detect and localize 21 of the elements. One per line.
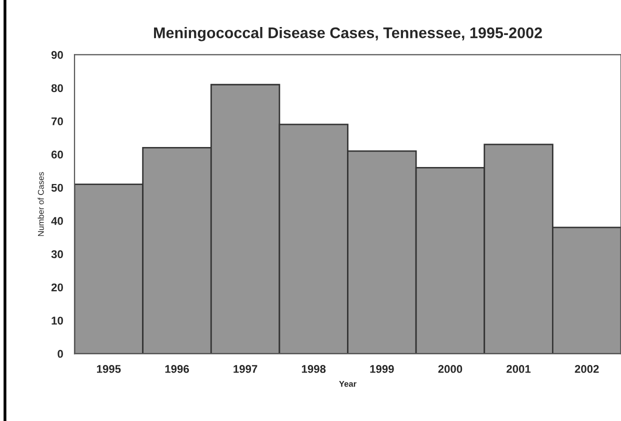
y-tick-label: 90 — [51, 50, 63, 59]
y-tick-label: 10 — [52, 316, 63, 325]
y-tick-label: 0 — [58, 350, 63, 358]
y-tick-label: 60 — [51, 150, 63, 158]
x-tick-label: 1995 — [97, 365, 121, 373]
y-tick-label: 30 — [51, 250, 63, 258]
x-axis-title: Year — [339, 380, 356, 387]
y-tick-label: 20 — [51, 283, 63, 292]
x-tick-label: 2001 — [506, 365, 531, 373]
chart-title: Meningococcal Disease Cases, Tennessee, 1995-2002 — [154, 26, 542, 42]
x-tick-label: 2002 — [574, 365, 599, 373]
x-tick-label: 1999 — [370, 365, 394, 373]
x-tick-label: 1998 — [302, 365, 326, 373]
y-tick-label: 40 — [51, 217, 63, 225]
y-tick-label: 50 — [51, 184, 63, 192]
x-tick-label: 1997 — [234, 365, 258, 373]
x-tick-label: 2000 — [438, 365, 462, 373]
y-axis-title: Number of Cases — [38, 172, 44, 236]
y-tick-label: 80 — [51, 84, 63, 92]
y-tick-label: 70 — [52, 117, 63, 126]
x-tick-label: 1996 — [165, 365, 189, 373]
